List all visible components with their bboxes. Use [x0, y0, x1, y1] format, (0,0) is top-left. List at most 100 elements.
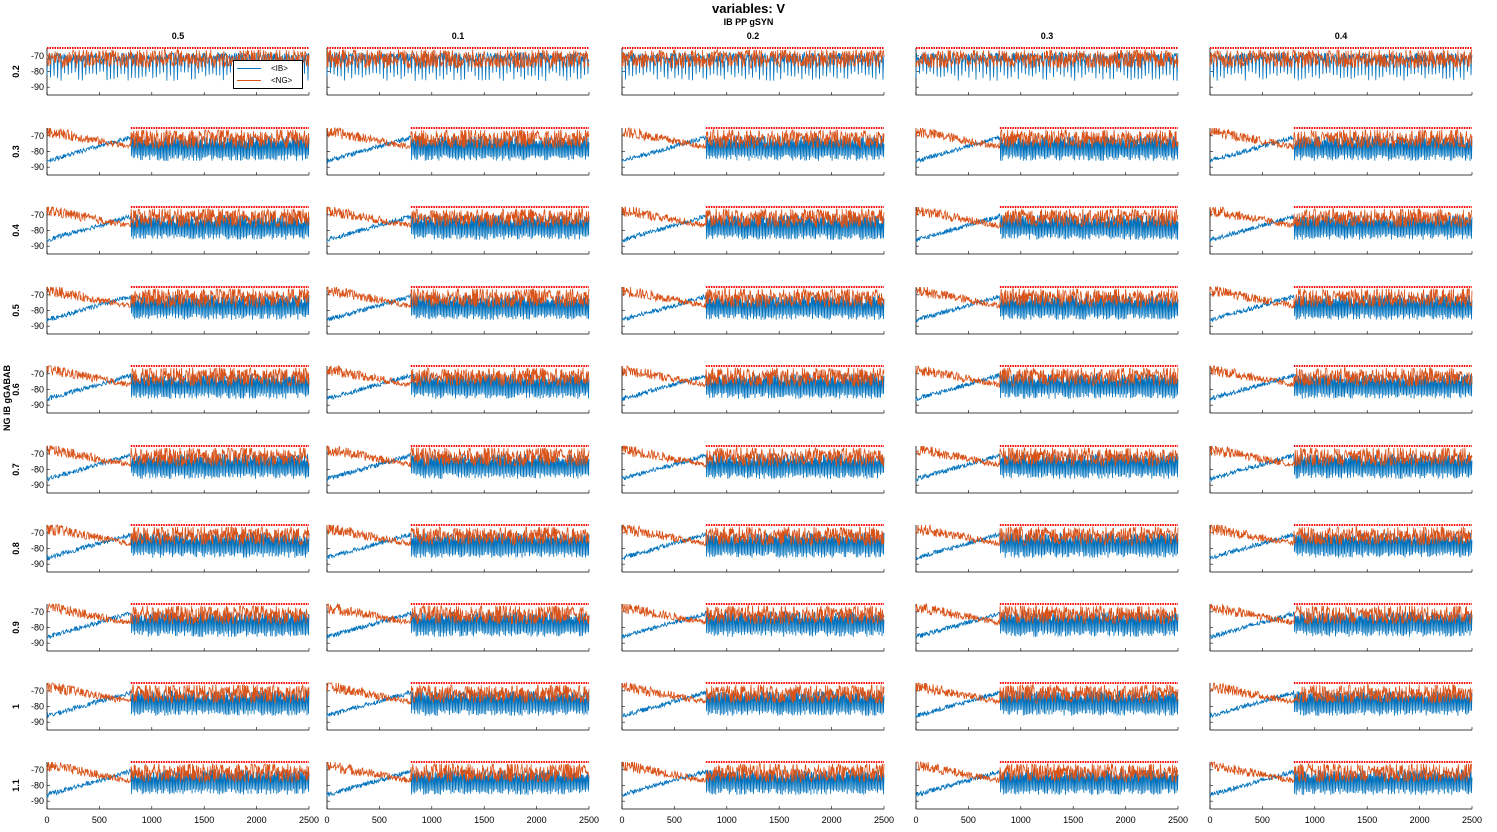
y-tick-label: -90: [31, 796, 44, 806]
panel: [326, 445, 590, 494]
y-tick-label: -90: [31, 717, 44, 727]
panel: [1209, 445, 1473, 494]
legend-swatch-ng: [237, 80, 261, 81]
series-ng-line: [46, 761, 310, 784]
y-tick-label: -80: [31, 67, 44, 77]
panel: [621, 445, 885, 494]
panel: -70 -80 -90 1.1 0 500 1000 1500 2000 2500: [11, 761, 319, 825]
panel: [326, 47, 590, 96]
y-tick-label: -80: [31, 623, 44, 633]
series-ng-line: [621, 286, 885, 309]
series-ng-line: [915, 603, 1179, 627]
panel: [1209, 682, 1473, 731]
x-tick-label: 0: [324, 815, 329, 825]
x-tick-label: 2000: [527, 815, 547, 825]
series-ng-line: [621, 681, 885, 705]
series-ng-line: [47, 286, 310, 309]
series-ng-line: [326, 286, 590, 309]
series-ng-line: [46, 523, 310, 547]
series-ng-line: [1209, 760, 1473, 784]
row-label: 0.8: [11, 542, 21, 555]
series-ib-line: [326, 689, 590, 717]
x-tick-label: 1500: [194, 815, 214, 825]
row-label: 0.3: [11, 145, 21, 158]
row-label: 0.4: [11, 224, 21, 237]
series-ng-line: [46, 682, 310, 705]
panel: [326, 524, 590, 573]
panel: [915, 286, 1179, 335]
panel: [326, 205, 590, 255]
y-tick-label: -80: [31, 147, 44, 157]
panel: [621, 286, 885, 335]
x-tick-label: 1500: [1357, 815, 1377, 825]
x-tick-label: 1000: [1011, 815, 1031, 825]
panel: [915, 47, 1179, 96]
series-ng-line: [1209, 285, 1473, 310]
legend: <IB> <NG>: [233, 60, 303, 89]
panel: [621, 206, 885, 255]
panel: [1209, 127, 1473, 176]
series-ng-line: [621, 445, 885, 469]
panel: [326, 603, 590, 652]
panel: -70 -80 -90 1: [11, 682, 310, 731]
y-tick-label: -70: [31, 131, 44, 141]
y-tick-label: -80: [31, 385, 44, 395]
panel: [915, 603, 1179, 652]
panel: [621, 127, 885, 176]
series-ng-line: [326, 603, 590, 626]
series-ng-line: [621, 206, 885, 229]
row-label: 0.6: [11, 383, 21, 396]
panel: [1209, 524, 1473, 573]
series-ib-line: [621, 610, 885, 640]
series-ng-line: [1209, 206, 1473, 229]
y-tick-label: -80: [31, 544, 44, 554]
series-ib-line: [46, 532, 310, 561]
y-tick-label: -90: [31, 400, 44, 410]
panel: 0 500 1000 1500 2000 2500: [324, 761, 599, 825]
panel: [1209, 47, 1473, 96]
legend-label-ib: <IB>: [271, 64, 288, 73]
series-ng-line: [915, 206, 1179, 229]
row-label: 0.2: [11, 65, 21, 78]
panel: [326, 682, 590, 731]
panel: [915, 365, 1179, 414]
series-ng-line: [1209, 603, 1473, 625]
x-tick-label: 2500: [579, 815, 599, 825]
series-ng-line: [326, 364, 590, 388]
panel: [915, 682, 1179, 731]
panel: 0 500 1000 1500 2000 2500: [619, 761, 894, 825]
panel: -70 -80 -90 0.4: [11, 206, 310, 255]
x-tick-label: 0: [619, 815, 624, 825]
panel: -70 -80 -90 0.7: [11, 445, 310, 494]
series-ng-line: [1209, 682, 1473, 705]
panel: [326, 364, 590, 414]
y-tick-label: -70: [31, 528, 44, 538]
panel: [621, 365, 885, 414]
x-tick-label: 500: [961, 815, 976, 825]
x-tick-label: 500: [1255, 815, 1270, 825]
panel: -70 -80 -90 0.3: [11, 127, 310, 176]
x-tick-label: 2000: [1410, 815, 1430, 825]
legend-swatch-ib: [237, 68, 261, 69]
panel: [621, 47, 885, 96]
legend-item-ib: <IB>: [237, 63, 301, 74]
figure-title: variables: V: [712, 1, 785, 16]
series-ng-line: [915, 523, 1179, 547]
x-tick-label: 1000: [422, 815, 442, 825]
panel: [621, 681, 885, 731]
column-label: 0.5: [172, 31, 185, 41]
series-ib-line: [621, 452, 885, 481]
series-ng-line: [326, 127, 590, 150]
y-tick-label: -80: [31, 226, 44, 236]
panel: [326, 286, 590, 335]
legend-label-ng: <NG>: [271, 76, 293, 85]
y-tick-label: -70: [31, 607, 44, 617]
y-tick-label: -90: [31, 82, 44, 92]
series-ng-line: [326, 205, 590, 228]
x-tick-label: 2000: [822, 815, 842, 825]
y-tick-label: -70: [31, 765, 44, 775]
figure-subtitle: IB PP gSYN: [723, 17, 774, 27]
series-ng-line: [46, 127, 310, 150]
row-label: 1: [11, 704, 21, 709]
